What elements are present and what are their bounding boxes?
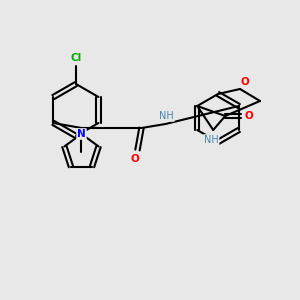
Text: O: O: [130, 154, 139, 164]
Text: N: N: [77, 129, 86, 139]
Text: O: O: [241, 77, 249, 87]
Text: NH: NH: [159, 111, 174, 121]
Text: O: O: [245, 111, 254, 121]
Text: NH: NH: [204, 135, 219, 145]
Text: Cl: Cl: [70, 53, 82, 63]
